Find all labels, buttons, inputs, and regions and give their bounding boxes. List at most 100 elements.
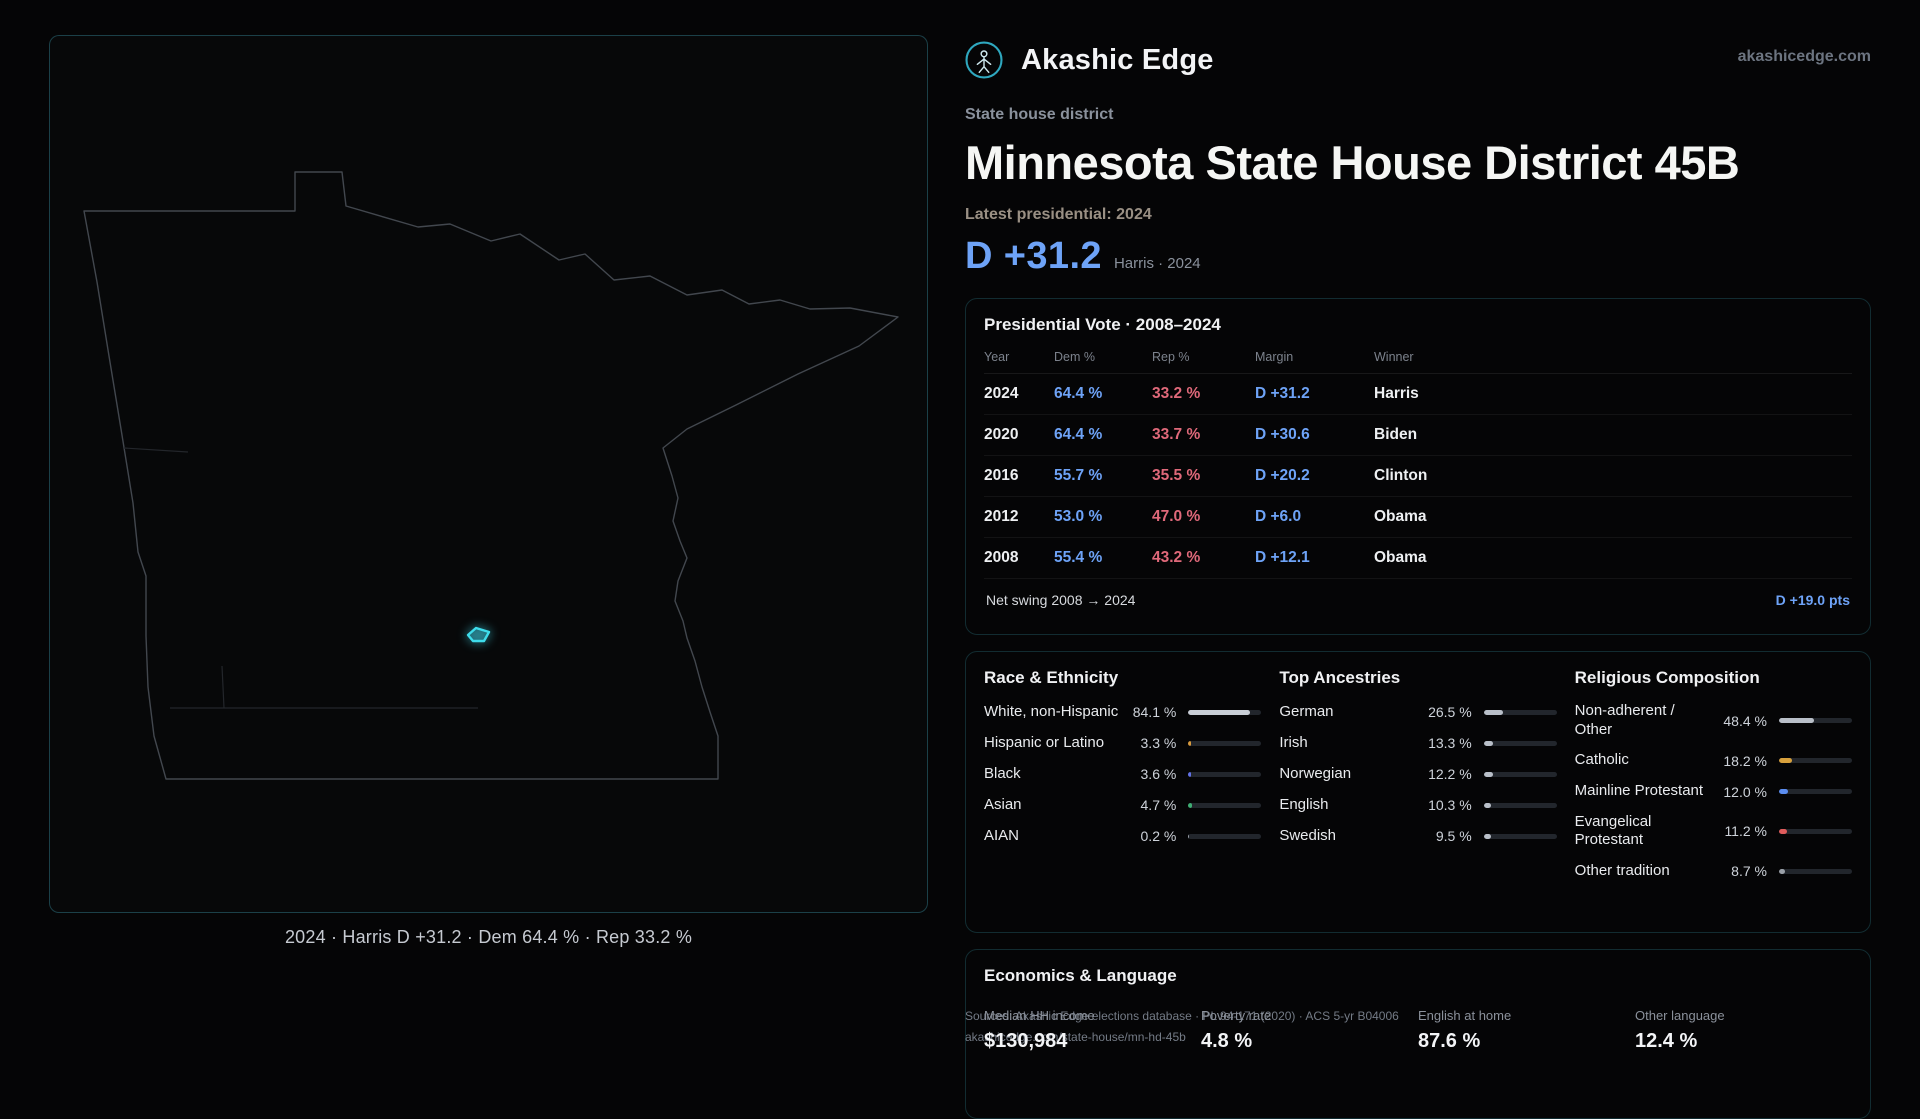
site-header: Akashic Edge akashicedge.com	[965, 38, 1871, 82]
demo-row: Norwegian 12.2 %	[1279, 764, 1557, 784]
stat-median-income: Median HH income $130,984	[984, 1008, 1201, 1053]
demo-label: Swedish	[1279, 826, 1337, 844]
demo-label: German	[1279, 702, 1334, 720]
demo-label: Norwegian	[1279, 764, 1352, 782]
dem-cell: 55.4 %	[1054, 537, 1152, 579]
demo-value: 8.7 %	[1731, 863, 1767, 879]
demo-value: 12.0 %	[1723, 783, 1767, 800]
presidential-card-title: Presidential Vote · 2008–2024	[984, 315, 1221, 334]
dem-cell: 64.4 %	[1054, 414, 1152, 456]
demo-bar	[1778, 789, 1852, 794]
demo-bar	[1483, 802, 1557, 808]
col-header-year: Year	[984, 345, 1054, 374]
demo-value: 84.1 %	[1132, 704, 1177, 720]
demo-label: Catholic	[1574, 751, 1629, 769]
demo-row: Other tradition 8.7 %	[1575, 861, 1852, 881]
demo-bar	[1778, 828, 1852, 834]
dem-cell: 53.0 %	[1054, 496, 1152, 538]
demo-row: Irish 13.3 %	[1279, 733, 1557, 753]
section-title: Race & Ethnicity	[984, 668, 1119, 687]
demo-bar	[1188, 740, 1262, 746]
demo-row: Non-adherent / Other 48.4 %	[1575, 702, 1852, 740]
race-ethnicity-section: Race & Ethnicity White, non-Hispanic 84.…	[984, 668, 1262, 916]
rep-cell: 33.2 %	[1152, 373, 1255, 415]
rep-cell: 47.0 %	[1152, 496, 1255, 538]
demo-row: Swedish 9.5 %	[1279, 826, 1557, 846]
margin-context: Harris · 2024	[1113, 255, 1201, 272]
year-cell: 2020	[984, 414, 1054, 456]
year-cell: 2024	[984, 373, 1054, 415]
demo-value: 10.3 %	[1428, 797, 1472, 813]
demo-bar	[1483, 709, 1557, 715]
demo-label: Asian	[984, 795, 1022, 813]
rep-cell: 35.5 %	[1152, 455, 1255, 497]
demo-row: Catholic 18.2 %	[1575, 751, 1852, 771]
section-title: Religious Composition	[1574, 668, 1760, 687]
demo-value: 0.2 %	[1140, 828, 1177, 844]
winner-cell: Harris	[1374, 373, 1852, 415]
col-header-margin: Margin	[1255, 345, 1374, 374]
demo-label: Mainline Protestant	[1574, 782, 1704, 800]
economics-stats: Median HH income $130,984 Poverty rate 4…	[984, 1008, 1852, 1053]
minnesota-outline	[83, 171, 899, 780]
stat-english-at-home: English at home 87.6 %	[1418, 1008, 1635, 1053]
presidential-table: Year Dem % Rep % Margin Winner 2024 64.4…	[984, 345, 1852, 579]
demo-value: 3.3 %	[1140, 735, 1177, 751]
year-cell: 2016	[984, 455, 1054, 497]
demo-label: Hispanic or Latino	[984, 733, 1105, 751]
col-header-rep: Rep %	[1152, 345, 1255, 374]
stat-other-language: Other language 12.4 %	[1635, 1008, 1852, 1053]
demo-bar	[1188, 771, 1262, 777]
table-row: 2020 64.4 % 33.7 % D +30.6 Biden	[984, 414, 1852, 456]
demo-bar	[1483, 740, 1557, 746]
county-boundary-lines	[123, 447, 478, 709]
winner-cell: Obama	[1374, 496, 1852, 538]
table-row: 2016 55.7 % 35.5 % D +20.2 Clinton	[984, 455, 1852, 497]
demo-label: Irish	[1279, 733, 1308, 751]
margin-cell: D +20.2	[1255, 455, 1374, 497]
permalink-url[interactable]: akashicedge.com/state-house/mn-hd-45b	[965, 1030, 1186, 1044]
demo-row: Hispanic or Latino 3.3 %	[984, 733, 1262, 753]
site-link[interactable]: akashicedge.com	[1737, 48, 1871, 65]
minnesota-map[interactable]	[50, 36, 929, 914]
winner-cell: Biden	[1374, 414, 1852, 456]
demo-bar	[1188, 833, 1262, 839]
demo-bar	[1778, 718, 1852, 724]
demo-label: AIAN	[984, 826, 1020, 844]
map-caption: 2024 · Harris D +31.2 · Dem 64.4 % · Rep…	[284, 927, 693, 947]
table-row: 2008 55.4 % 43.2 % D +12.1 Obama	[984, 537, 1852, 579]
demo-label: Black	[984, 764, 1021, 782]
economics-card-title: Economics & Language	[984, 966, 1177, 985]
page-kicker: State house district	[965, 106, 1114, 123]
net-swing-row: Net swing 2008 → 2024 D +19.0 pts	[984, 579, 1852, 608]
demo-bar	[1778, 868, 1852, 874]
district-map-panel[interactable]	[49, 35, 928, 913]
demo-row: Asian 4.7 %	[984, 795, 1262, 815]
demo-row: AIAN 0.2 %	[984, 826, 1262, 846]
rep-cell: 33.7 %	[1152, 414, 1255, 456]
table-row: 2024 64.4 % 33.2 % D +31.2 Harris	[984, 373, 1852, 415]
demo-value: 12.2 %	[1428, 766, 1472, 782]
stat-poverty-rate: Poverty rate 4.8 %	[1201, 1008, 1418, 1053]
demo-row: German 26.5 %	[1279, 702, 1557, 722]
demo-bar	[1188, 802, 1262, 808]
demo-value: 4.7 %	[1140, 797, 1177, 813]
stat-label: Median HH income	[984, 1008, 1095, 1023]
stat-value: $130,984	[984, 1030, 1068, 1052]
margin-cell: D +30.6	[1255, 414, 1374, 456]
margin-cell: D +31.2	[1255, 373, 1374, 415]
demo-label: White, non-Hispanic	[984, 702, 1119, 720]
demo-label: English	[1279, 795, 1329, 813]
demo-value: 11.2 %	[1724, 823, 1767, 840]
net-swing-label: Net swing 2008 → 2024	[986, 592, 1136, 608]
rep-cell: 43.2 %	[1152, 537, 1255, 579]
demo-label: Other tradition	[1574, 861, 1670, 879]
demo-value: 18.2 %	[1723, 752, 1767, 769]
district-45b-marker[interactable]	[466, 626, 491, 643]
top-ancestries-section: Top Ancestries German 26.5 % Irish 13.3 …	[1279, 668, 1557, 916]
dem-cell: 55.7 %	[1054, 455, 1152, 497]
demo-row: Evangelical Protestant 11.2 %	[1575, 813, 1852, 851]
net-swing-value: D +19.0 pts	[1775, 592, 1850, 608]
margin-cell: D +6.0	[1255, 496, 1374, 538]
demo-value: 13.3 %	[1428, 735, 1472, 751]
